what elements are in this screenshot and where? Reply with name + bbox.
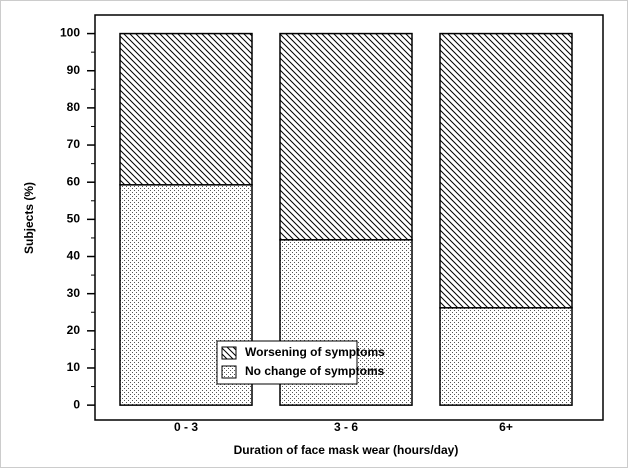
x-tick-label: 0 - 3 [174,420,198,434]
y-tick-label: 100 [60,26,80,40]
legend-swatch [221,346,237,360]
plot-frame [94,14,604,421]
bar-segment [439,32,573,309]
y-tick-label: 90 [67,63,81,77]
y-tick-label: 50 [67,212,81,226]
bar-segment [439,307,573,406]
legend-box [216,340,358,385]
x-tick-label: 6+ [499,420,513,434]
x-tick-label: 3 - 6 [334,420,358,434]
bar-segment [279,32,413,241]
y-axis-label: Subjects (%) [22,182,36,254]
y-tick-label: 10 [67,360,81,374]
y-tick-label: 60 [67,174,81,188]
bar-segment [119,32,253,186]
legend-label: Worsening of symptoms [245,345,385,359]
x-axis-label: Duration of face mask wear (hours/day) [234,443,459,457]
y-tick-label: 0 [73,397,80,411]
y-tick-label: 70 [67,137,81,151]
y-tick-label: 30 [67,286,81,300]
y-tick-label: 20 [67,323,81,337]
legend-label: No change of symptoms [245,364,385,378]
legend-swatch [221,365,237,379]
y-tick-label: 40 [67,249,81,263]
y-tick-label: 80 [67,100,81,114]
